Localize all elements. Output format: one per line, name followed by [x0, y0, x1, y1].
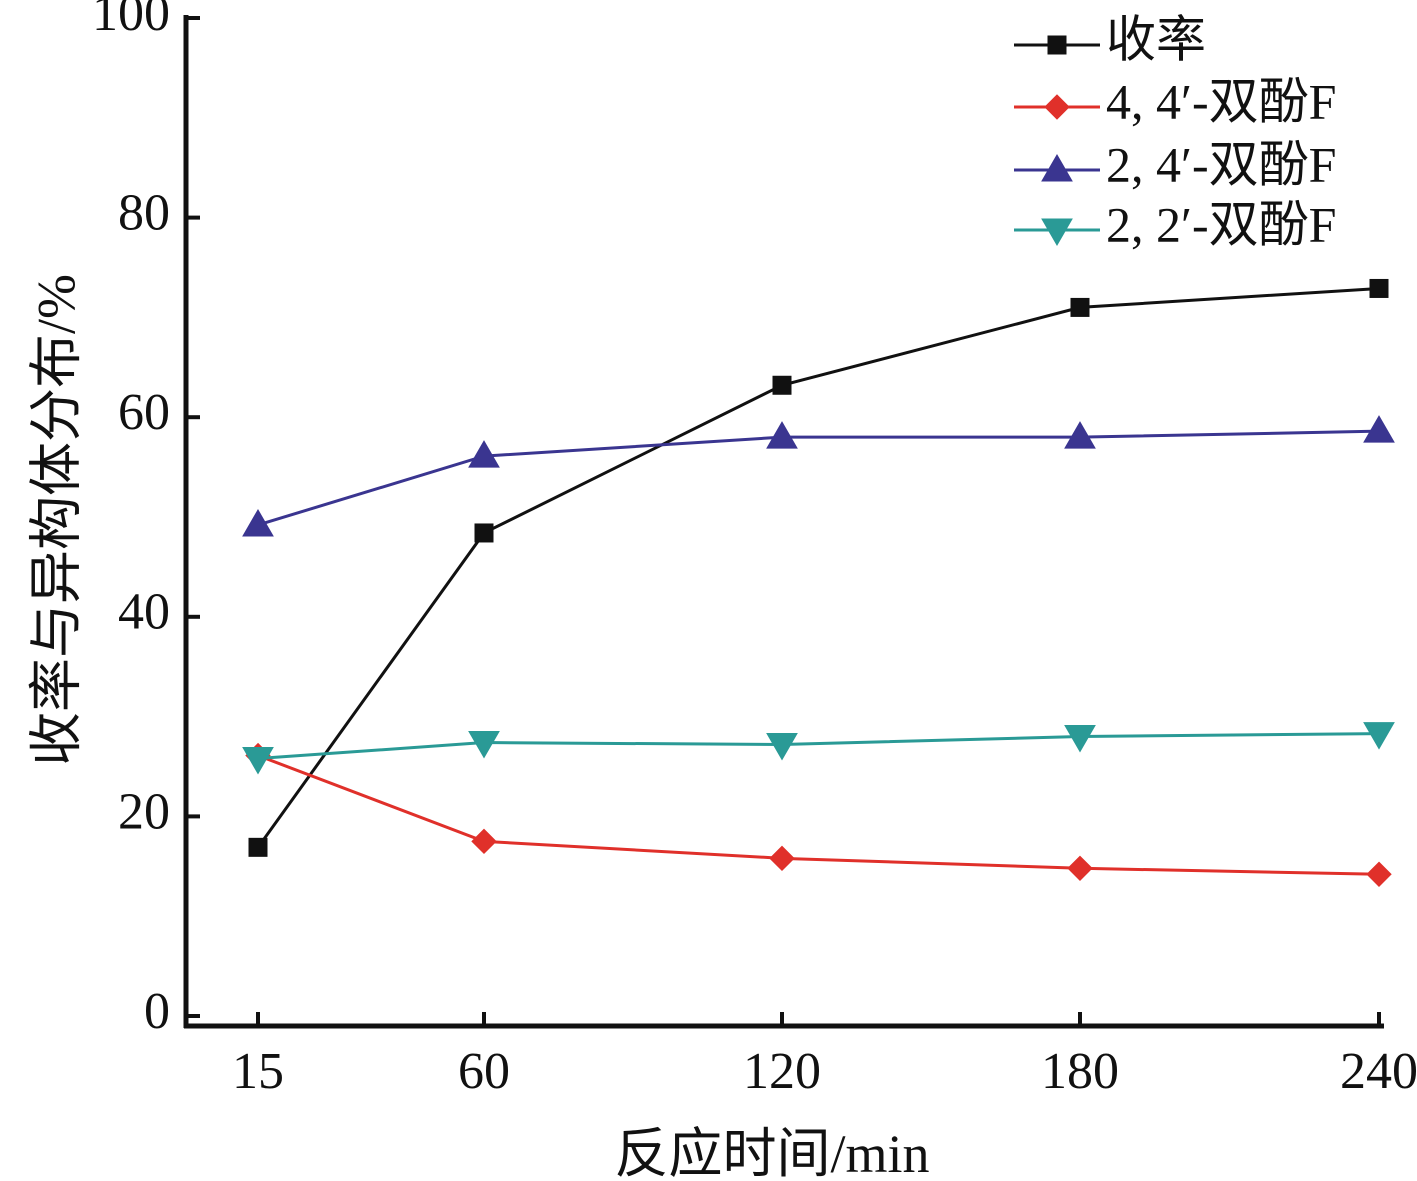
data-point	[766, 421, 798, 449]
legend-label: 2, 4′-双酚F	[1106, 136, 1336, 192]
legend-item: 2, 4′-双酚F	[1014, 136, 1336, 192]
data-point	[1067, 855, 1093, 882]
x-axis-title: 反应时间/min	[614, 1124, 929, 1181]
y-tick-label: 60	[118, 384, 170, 441]
data-point	[242, 508, 274, 537]
x-tick-label: 240	[1340, 1043, 1417, 1100]
y-tick-label: 100	[92, 0, 170, 42]
series-1	[245, 742, 1392, 887]
series-2	[242, 415, 1395, 537]
series-line	[257, 732, 1380, 761]
legend-marker	[1041, 153, 1073, 182]
data-point	[1363, 415, 1395, 443]
legend-item: 收率	[1014, 11, 1206, 67]
x-tick-label: 180	[1041, 1043, 1119, 1100]
legend-item: 4, 4′-双酚F	[1014, 73, 1336, 129]
data-point	[1064, 725, 1096, 753]
series-line	[257, 429, 1380, 527]
x-tick-label: 60	[458, 1043, 510, 1100]
legend-marker	[1047, 35, 1067, 55]
series-layer	[242, 278, 1395, 887]
series-0	[248, 278, 1389, 857]
data-point	[474, 523, 494, 543]
data-point	[769, 845, 795, 872]
y-tick-label: 80	[118, 185, 170, 242]
series-line	[257, 754, 1380, 876]
data-point	[1070, 297, 1090, 317]
data-point	[772, 375, 792, 395]
legend-label: 收率	[1106, 11, 1206, 67]
y-tick-label: 40	[118, 584, 170, 641]
x-tick-label: 15	[232, 1043, 284, 1100]
legend-label: 4, 4′-双酚F	[1106, 73, 1336, 129]
data-point	[471, 828, 497, 855]
data-point	[766, 733, 798, 761]
y-tick-label: 0	[144, 983, 170, 1040]
data-point	[1064, 421, 1096, 449]
legend-marker	[1044, 94, 1070, 120]
data-point	[1363, 722, 1395, 750]
data-point	[248, 837, 268, 857]
x-tick-label: 120	[743, 1043, 821, 1100]
data-point	[1366, 861, 1392, 887]
series-line	[256, 286, 1380, 849]
data-point	[1369, 278, 1389, 298]
y-axis-title: 收率与异构体分布/%	[26, 274, 86, 766]
y-ticks: 0 20 40 60 80 100	[92, 0, 200, 1040]
data-point	[242, 747, 274, 775]
legend-label: 2, 2′-双酚F	[1106, 196, 1336, 252]
series-3	[242, 722, 1395, 775]
data-point	[468, 731, 500, 759]
legend-item: 2, 2′-双酚F	[1014, 196, 1336, 252]
legend-marker	[1041, 218, 1073, 247]
x-ticks: 15 60 120 180 240	[232, 1012, 1417, 1100]
data-point	[468, 440, 500, 468]
y-tick-label: 20	[118, 783, 170, 840]
